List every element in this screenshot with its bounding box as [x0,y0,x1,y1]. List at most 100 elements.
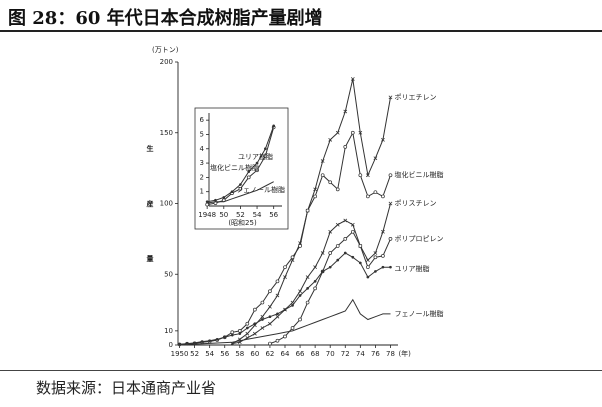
x-tick-label: 72 [341,350,350,358]
source-rule [0,370,602,371]
y-tick-label: 1 [200,188,204,196]
point-marker [255,161,259,165]
point-marker [373,255,378,260]
point-marker [260,300,265,305]
point-marker [290,255,295,260]
point-marker [366,275,370,279]
series-label: ポリエチレン [394,93,436,101]
source-note: 数据来源：日本通商产业省 [36,379,217,397]
point-marker [305,208,310,213]
x-tick-label: 70 [326,350,335,358]
point-marker [343,218,348,223]
point-marker [275,338,280,343]
point-marker [388,201,393,206]
y-tick-label: 0 [169,341,173,349]
point-marker [268,315,272,319]
point-marker [388,173,393,178]
series-label: ポリプロピレン [394,235,443,243]
x-tick-label: 52 [236,211,245,219]
point-marker [230,333,234,337]
point-marker [343,251,347,255]
x-tick-label: 66 [296,350,305,358]
point-marker [320,159,325,163]
y-tick-label: 6 [200,116,205,124]
point-marker [268,289,272,294]
point-marker [358,244,363,248]
x-tick-label: 78 [386,350,395,358]
series-label: ポリスチレン [394,200,436,208]
point-marker [366,194,370,199]
series-label: フェノール樹脂 [394,309,443,318]
point-marker [343,237,348,241]
x-tick-label: 68 [311,350,320,358]
point-marker [335,222,340,227]
point-marker [245,326,249,330]
x-tick-label: 56 [220,350,229,358]
figure-title: 图 28：60 年代日本合成树脂产量剧增 [8,8,323,29]
x-tick-label: 62 [265,350,274,358]
point-marker [374,270,377,273]
point-marker [328,251,333,255]
point-marker [388,237,393,241]
point-marker [260,326,265,330]
x-tick-label: 1948 [198,211,216,219]
point-marker [283,275,287,279]
point-marker [230,330,235,335]
y-tick-label: 150 [160,129,173,137]
point-marker [336,258,340,262]
point-marker [381,265,385,269]
point-marker [237,329,242,333]
point-marker [205,200,209,204]
point-marker [272,124,276,128]
point-marker [328,180,333,185]
x-tick-label: 64 [281,350,290,358]
point-marker [222,196,226,199]
point-marker [305,300,310,305]
point-marker [223,335,227,339]
point-marker [373,156,378,161]
point-marker [245,331,250,336]
y-unit: (万トン) [152,46,179,54]
x-tick-label: 50 [219,211,228,219]
point-marker [306,287,309,290]
series-label: フェノール樹脂 [236,185,285,194]
series-label: 塩化ビニル樹脂 [394,170,443,179]
point-marker [215,337,219,341]
series-line [207,181,274,204]
point-marker [328,137,333,142]
point-marker [261,318,264,321]
point-marker [268,304,272,309]
y-tick-label: 10 [164,327,173,335]
y-tick-label: 2 [200,173,204,181]
point-marker [276,312,279,316]
point-marker [238,332,242,336]
point-marker [291,304,294,307]
point-marker [239,183,242,186]
x-tick-label: 76 [371,350,380,358]
y-tick-label: 50 [164,270,173,278]
point-marker [290,326,295,330]
point-marker [246,175,251,180]
point-marker [313,265,318,270]
point-marker [255,168,259,173]
point-marker [298,289,302,294]
point-marker [328,229,333,234]
series-label: ユリア樹脂 [394,264,429,273]
y-tick-label: 5 [200,130,204,138]
point-marker [214,198,217,202]
series-line [232,78,391,345]
series-line [232,203,391,345]
point-marker [263,154,268,158]
point-marker [389,265,392,269]
x-axis-label: (昭和25) [228,218,257,227]
point-marker [328,265,332,269]
point-marker [313,194,317,199]
series-line [269,230,391,345]
point-marker [283,334,287,339]
point-marker [365,173,370,178]
x-tick-label: 58 [235,350,244,358]
title-rule [0,30,602,32]
point-marker [335,244,340,248]
point-marker [200,340,204,343]
series-label: 塩化ビニル樹脂 [210,163,259,172]
